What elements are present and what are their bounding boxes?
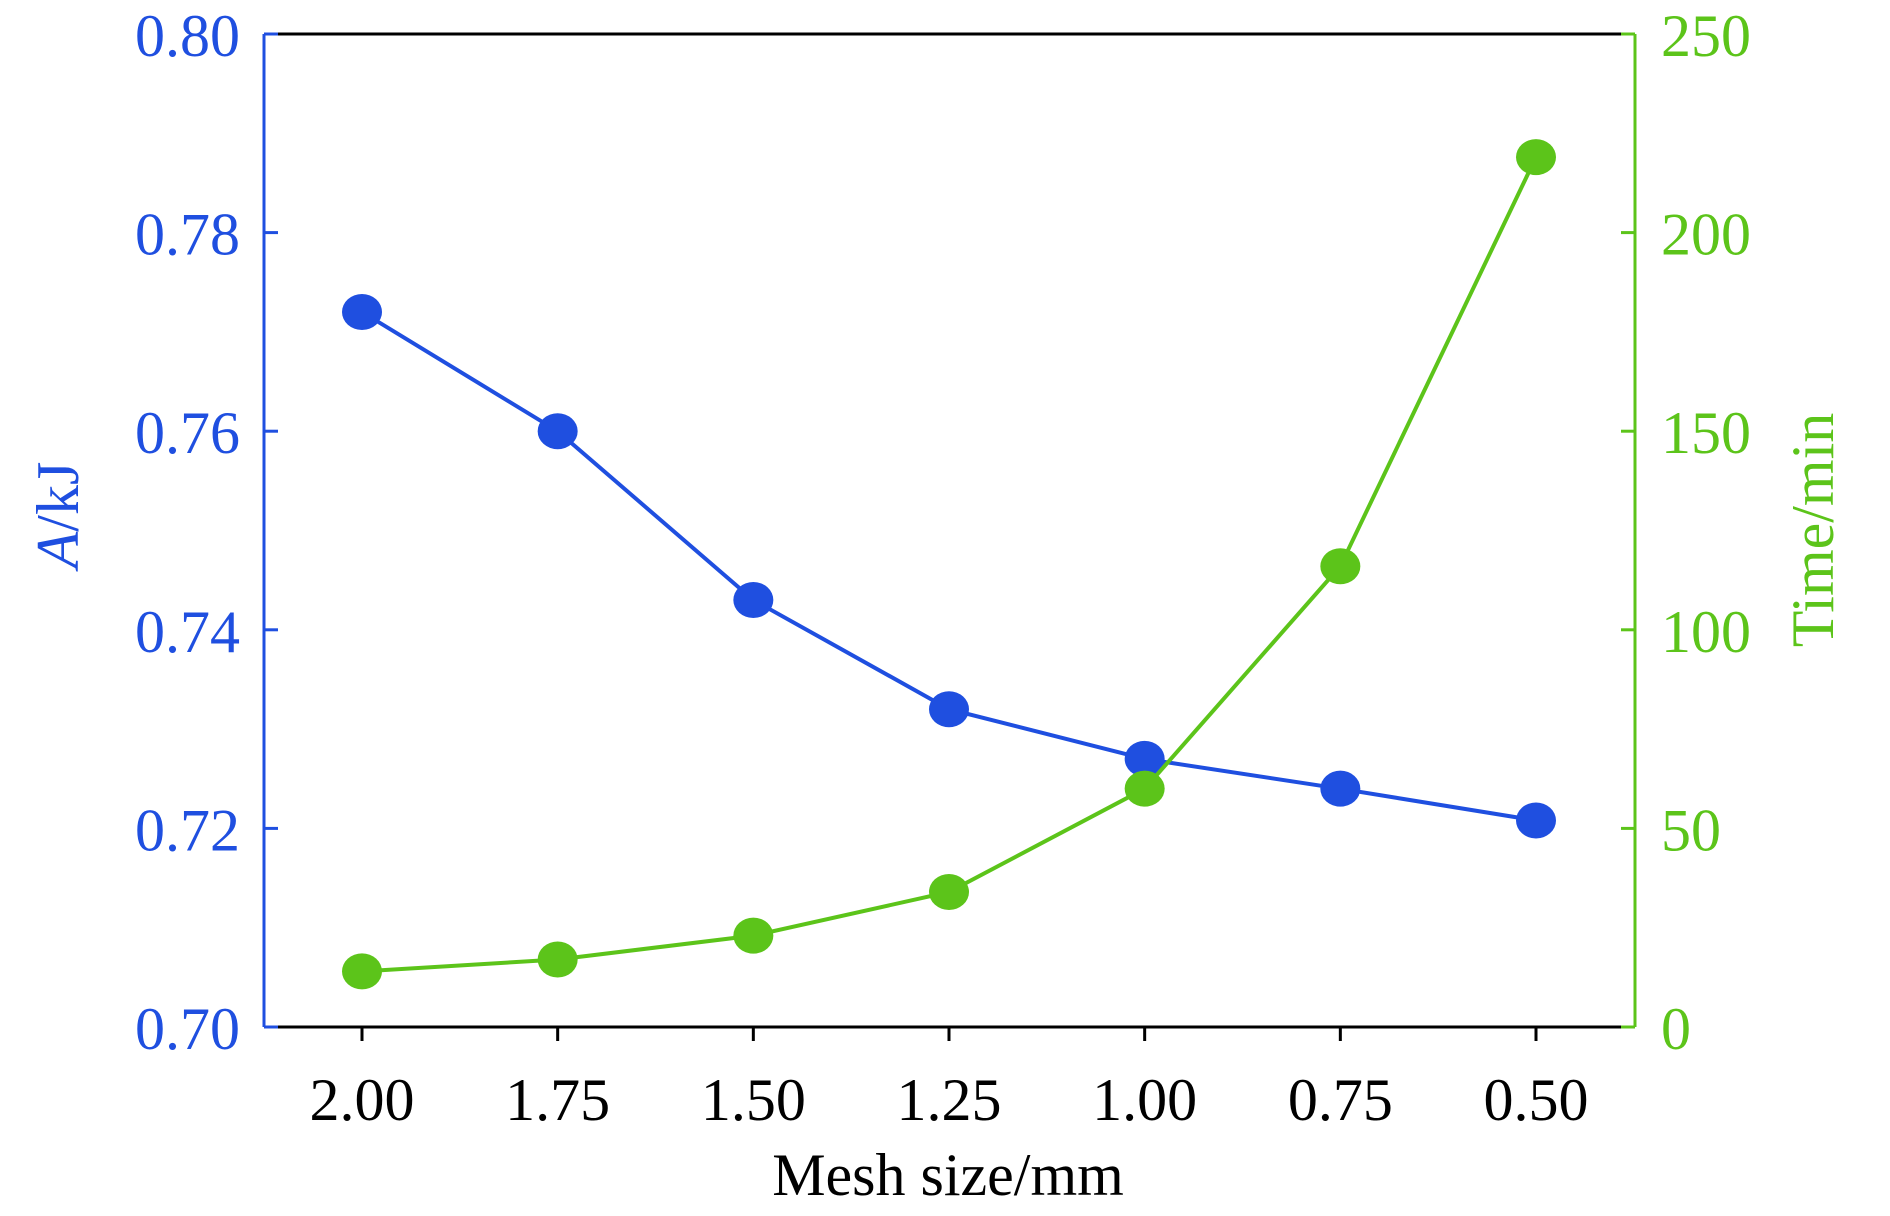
time-point [537,941,578,978]
energy-point [1516,802,1556,839]
series-group [342,139,1556,990]
x-tick-label: 0.50 [1484,1067,1589,1133]
left-y-tick-label: 0.80 [135,3,240,69]
left-y-tick-label: 0.72 [135,797,240,863]
left-y-axis-title-rest: /kJ [25,462,91,532]
x-axis-title: Mesh size/mm [772,1142,1124,1208]
right-y-tick-label: 200 [1661,202,1751,268]
x-tick-label: 1.00 [1092,1067,1197,1133]
x-tick-label: 0.75 [1288,1067,1393,1133]
left-y-tick-label: 0.78 [135,202,240,268]
energy-point [1320,770,1361,807]
right-y-axis: 0 50 100 150 200 250 [1621,3,1751,1062]
time-point [1516,139,1556,176]
energy-point [537,413,578,450]
time-point [733,917,774,954]
x-tick-label: 2.00 [310,1067,415,1133]
energy-point [929,691,969,728]
energy-point [342,294,382,331]
x-tick-label: 1.25 [897,1067,1002,1133]
energy-point [1124,740,1165,777]
time-point [1320,548,1361,585]
plot-frame [262,32,1637,1029]
right-y-tick-label: 50 [1661,797,1721,863]
left-y-tick-label: 0.70 [135,996,240,1062]
time-series [342,139,1556,990]
left-y-tick-label: 0.74 [135,599,240,665]
x-tick-label: 1.50 [701,1067,806,1133]
right-y-tick-label: 100 [1661,599,1751,665]
right-y-tick-label: 0 [1661,996,1691,1062]
time-point [1124,770,1165,807]
left-y-axis: 0.70 0.72 0.74 0.76 0.78 0.80 [135,3,278,1062]
left-y-tick-label: 0.76 [135,400,240,466]
right-y-axis-title: Time/min [1780,413,1846,648]
energy-point [733,582,774,619]
left-y-axis-title-italic: A [25,531,91,572]
right-y-tick-label: 150 [1661,400,1751,466]
x-tick-label: 1.75 [505,1067,610,1133]
x-axis: 2.00 1.75 1.50 1.25 1.00 0.75 0.50 [310,1027,1589,1133]
energy-series [342,294,1556,839]
time-point [342,953,382,990]
right-y-tick-label: 250 [1661,3,1751,69]
left-y-axis-title: A/kJ [25,462,91,573]
time-point [929,873,969,910]
